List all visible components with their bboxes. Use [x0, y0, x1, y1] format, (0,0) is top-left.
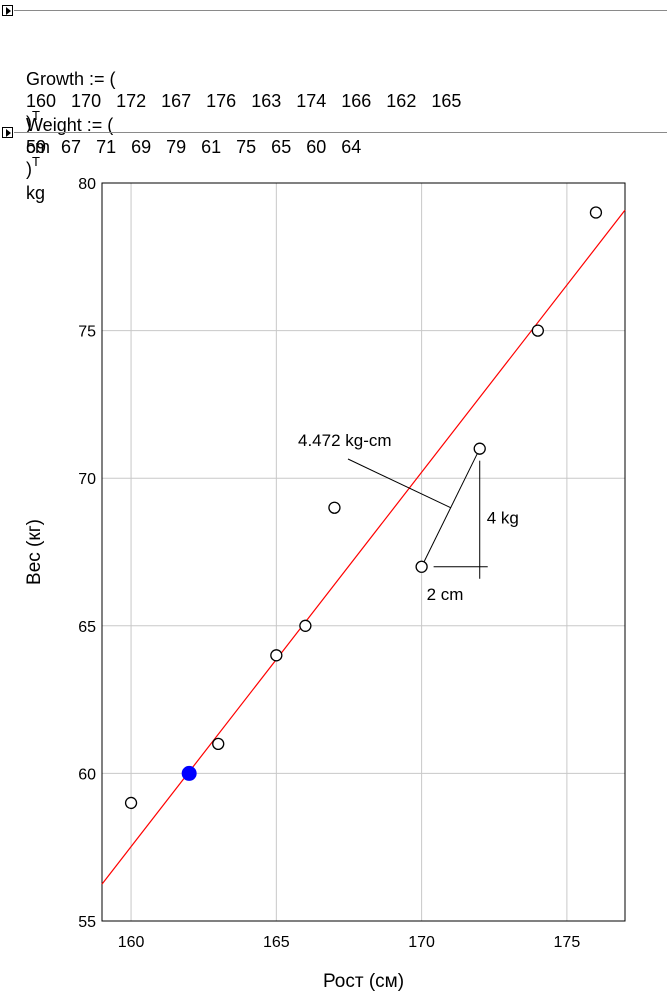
- regression-layer: [101, 209, 626, 885]
- plot-frame: [101, 182, 626, 922]
- data-points: [124, 206, 603, 810]
- region-bottom-divider: [14, 132, 667, 133]
- y-tick-label: 80: [78, 176, 96, 193]
- growth-unit: cm: [26, 137, 51, 157]
- distance-leader-line: [347, 458, 451, 509]
- weight-equation[interactable]: Weight := ( 59 67 71 69 79 61 75 65 60 6…: [16, 92, 361, 204]
- data-point: [415, 560, 428, 573]
- x-axis-label: Рост (см): [323, 971, 404, 992]
- y-tick-label: 55: [78, 914, 96, 931]
- grid: [102, 182, 625, 922]
- data-point: [531, 324, 544, 337]
- scatter-plot[interactable]: 160 165 170 175 55 60 65 70 75 80 4.472 kg-cm 2 cm…: [0, 140, 667, 999]
- dy-label: 4 kg: [487, 509, 519, 528]
- y-axis-label: Вес (кг): [24, 519, 45, 585]
- region-toggle-top-icon[interactable]: [2, 5, 13, 16]
- growth-transpose: T: [32, 108, 40, 123]
- x-tick-label: 165: [263, 934, 290, 951]
- data-point: [589, 206, 603, 219]
- annotation-layer: 4.472 kg-cm 2 cm 4 kg: [298, 431, 519, 604]
- y-tick-label: 65: [78, 619, 96, 636]
- weight-close: ): [26, 159, 33, 179]
- weight-prefix: Weight := (: [26, 115, 114, 135]
- data-point: [124, 796, 138, 810]
- y-tick-label: 60: [78, 766, 96, 783]
- dx-label: 2 cm: [427, 585, 464, 604]
- weight-unit: kg: [26, 183, 46, 203]
- growth-prefix: Growth := (: [26, 69, 116, 89]
- x-tick-label: 160: [118, 934, 145, 951]
- x-tick-label: 175: [554, 934, 581, 951]
- growth-equation[interactable]: Growth := ( 160 170 172 167 176 163 174 …: [16, 46, 461, 158]
- growth-close: ): [26, 113, 33, 133]
- region-toggle-bottom-icon[interactable]: [2, 127, 13, 138]
- data-point: [299, 619, 312, 632]
- regression-line: [101, 209, 626, 885]
- tick-labels: 160 165 170 175 55 60 65 70 75 80: [78, 176, 580, 951]
- distance-segment: [421, 448, 481, 567]
- growth-values: 160 170 172 167 176 163 174 166 162 165: [26, 91, 462, 111]
- data-point: [212, 737, 225, 751]
- weight-transpose: T: [32, 154, 40, 169]
- distance-label: 4.472 kg-cm: [298, 431, 392, 450]
- region-top-divider: [14, 10, 667, 11]
- y-tick-label: 75: [78, 324, 96, 341]
- x-tick-label: 170: [408, 934, 435, 951]
- highlighted-point: [181, 765, 197, 781]
- data-point: [473, 442, 486, 455]
- y-tick-label: 70: [78, 471, 96, 488]
- weight-values: 59 67 71 69 79 61 75 65 60 64: [26, 137, 362, 157]
- data-point: [270, 649, 283, 662]
- data-point: [328, 501, 341, 514]
